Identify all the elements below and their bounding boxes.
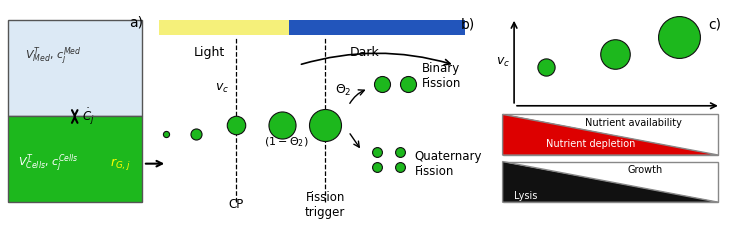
Bar <box>502 114 719 155</box>
Point <box>371 165 383 169</box>
Text: Nutrient availability: Nutrient availability <box>585 118 682 128</box>
Point <box>609 52 621 56</box>
Bar <box>502 161 719 202</box>
Point <box>402 82 414 86</box>
Text: $\Theta_2$: $\Theta_2$ <box>335 83 352 98</box>
Point <box>394 150 406 154</box>
Text: $V_{Med}^{T}$, $c_j^{Med}$: $V_{Med}^{T}$, $c_j^{Med}$ <box>25 45 82 68</box>
Point <box>276 123 288 127</box>
Bar <box>8 116 141 202</box>
Text: c): c) <box>708 18 721 32</box>
Text: Nutrient depletion: Nutrient depletion <box>546 139 636 149</box>
Text: $r_{G,j}$: $r_{G,j}$ <box>110 156 130 172</box>
Point <box>371 150 383 154</box>
Text: Quaternary
Fission: Quaternary Fission <box>415 150 483 178</box>
Bar <box>289 20 464 35</box>
Text: a): a) <box>129 16 143 30</box>
Point <box>674 35 685 39</box>
Text: Light: Light <box>193 46 225 59</box>
Point <box>230 123 241 127</box>
Text: $(1-\Theta_2)$: $(1-\Theta_2)$ <box>264 135 308 149</box>
Text: Fission
trigger: Fission trigger <box>305 191 346 219</box>
Bar <box>160 20 289 35</box>
Bar <box>8 20 141 116</box>
Text: $\dot{C}_j$: $\dot{C}_j$ <box>82 106 95 127</box>
Text: Binary
Fission: Binary Fission <box>421 62 461 90</box>
Text: Lysis: Lysis <box>514 191 537 201</box>
Text: $v_c$: $v_c$ <box>215 82 230 95</box>
Polygon shape <box>502 161 719 202</box>
Point <box>190 132 202 136</box>
Text: Growth: Growth <box>628 165 663 175</box>
Text: $v_c$: $v_c$ <box>496 56 510 69</box>
Polygon shape <box>502 114 719 155</box>
Text: CP: CP <box>228 198 243 211</box>
Text: b): b) <box>460 18 475 32</box>
Text: Dark: Dark <box>350 46 380 59</box>
Point <box>540 65 552 69</box>
Point <box>319 123 331 127</box>
Point <box>394 165 406 169</box>
Point <box>160 132 172 136</box>
Point <box>376 82 388 86</box>
Text: $V_{Cells}^{T}$, $c_j^{Cells}$: $V_{Cells}^{T}$, $c_j^{Cells}$ <box>17 153 79 175</box>
